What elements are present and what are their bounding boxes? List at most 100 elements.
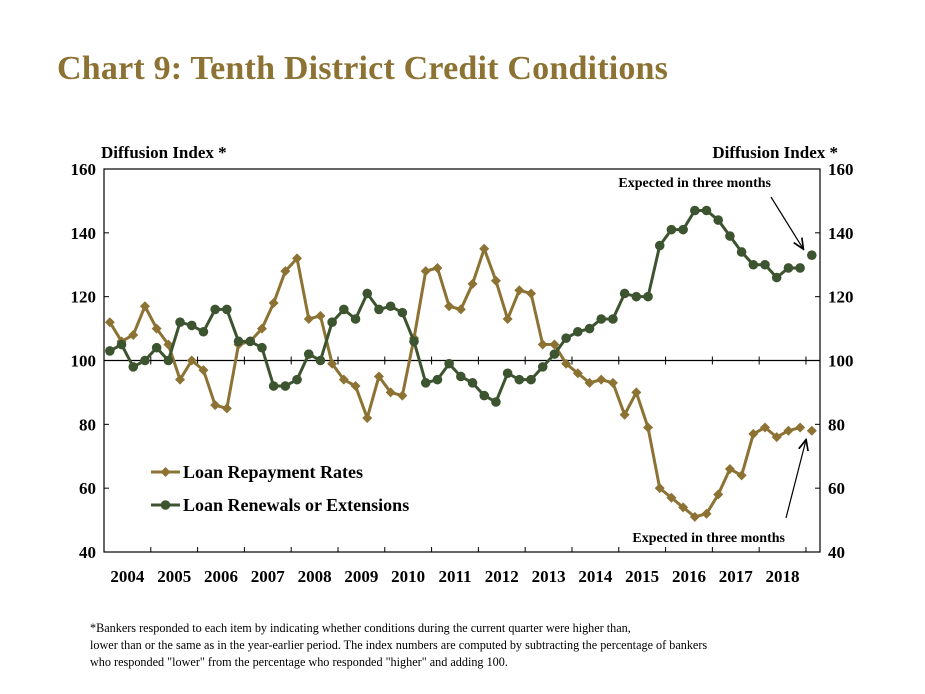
y-tick-label-left: 100	[71, 352, 97, 371]
y-tick-label-left: 120	[71, 288, 97, 307]
y-tick-label-left: 40	[79, 543, 96, 562]
expected-point	[806, 425, 817, 436]
data-point	[526, 374, 536, 385]
data-point	[420, 266, 431, 277]
data-point	[432, 262, 443, 273]
data-point	[631, 291, 642, 302]
chart-title: Chart 9: Tenth District Credit Condition…	[57, 50, 669, 87]
legend-label: Loan Repayment Rates	[183, 462, 363, 482]
data-point	[327, 358, 338, 369]
data-point	[339, 304, 349, 315]
data-point	[619, 409, 630, 420]
x-tick-label: 2014	[578, 567, 613, 586]
data-point	[713, 489, 724, 500]
data-point	[584, 377, 595, 388]
data-point	[221, 403, 232, 414]
data-point	[245, 336, 256, 347]
data-point	[748, 428, 759, 439]
x-tick-label: 2018	[766, 567, 800, 586]
x-tick-label: 2010	[391, 567, 425, 586]
data-point	[608, 314, 618, 324]
data-point	[385, 387, 396, 398]
x-tick-label: 2007	[251, 567, 286, 586]
data-point	[561, 358, 572, 369]
data-point	[139, 301, 150, 312]
data-point	[701, 205, 712, 216]
data-point	[186, 320, 197, 331]
data-point	[666, 224, 677, 235]
data-point	[338, 374, 349, 385]
data-point	[514, 374, 525, 385]
data-point	[584, 323, 595, 334]
data-point	[175, 374, 186, 385]
data-point	[327, 317, 337, 328]
data-point	[303, 349, 314, 359]
legend-label: Loan Renewals or Extensions	[183, 495, 409, 515]
x-tick-label: 2016	[672, 567, 706, 586]
y-tick-label-right: 100	[828, 352, 854, 371]
data-point	[537, 362, 548, 372]
data-point	[257, 342, 267, 353]
data-point	[186, 355, 197, 366]
data-point	[654, 240, 665, 251]
data-point	[397, 390, 408, 401]
series-group	[104, 205, 817, 522]
data-point	[502, 368, 513, 379]
data-point	[607, 377, 618, 388]
x-tick-label: 2017	[719, 567, 754, 586]
data-point	[479, 390, 490, 401]
data-point	[140, 355, 150, 366]
data-point	[643, 422, 654, 433]
left-axis-title: Diffusion Index *	[101, 143, 227, 162]
x-tick-label: 2015	[625, 567, 659, 586]
footnote-line: lower than or the same as in the year-ea…	[90, 638, 708, 652]
data-point	[549, 339, 560, 350]
y-tick-label-right: 160	[828, 160, 854, 179]
annotations: Expected in three months Expected in thre…	[618, 176, 805, 546]
data-point	[268, 298, 279, 309]
data-point	[502, 314, 513, 325]
x-tick-label: 2009	[344, 567, 378, 586]
data-point	[105, 346, 115, 356]
data-point	[198, 365, 209, 376]
data-point	[210, 400, 221, 411]
legend: Loan Repayment Rates Loan Renewals or Ext…	[151, 462, 409, 515]
data-point	[175, 317, 185, 328]
x-tick-label: 2012	[485, 567, 519, 586]
data-point	[128, 362, 139, 372]
x-tick-label: 2008	[298, 567, 332, 586]
data-point	[783, 425, 794, 436]
x-tick-label: 2006	[204, 567, 238, 586]
data-point	[222, 304, 232, 315]
data-point	[783, 263, 794, 273]
data-point	[292, 374, 302, 385]
data-point	[701, 508, 712, 519]
data-point	[572, 368, 583, 379]
y-tick-label-left: 60	[79, 479, 96, 498]
y-tick-label-right: 140	[828, 224, 854, 243]
data-point	[596, 314, 607, 324]
data-point	[713, 215, 724, 225]
footnote: *Bankers responded to each item by indic…	[90, 620, 707, 671]
data-point	[362, 412, 373, 423]
data-point	[385, 301, 396, 312]
y-tick-label-right: 60	[828, 479, 845, 498]
data-point	[736, 470, 747, 481]
data-point	[116, 339, 127, 350]
data-point	[549, 349, 560, 359]
annotation-renewals: Expected in three months	[618, 176, 771, 191]
data-point	[561, 333, 571, 343]
data-point	[315, 355, 326, 366]
axis-ticks: 40 40 60 60 80 80 100 100 120 120 140 140 160 160 2004…	[71, 160, 854, 586]
data-point	[690, 205, 700, 216]
data-point	[362, 288, 373, 299]
data-point	[491, 397, 501, 407]
data-point	[771, 272, 782, 283]
data-point	[163, 355, 174, 366]
data-point	[689, 511, 700, 522]
data-point	[350, 381, 361, 392]
data-point	[409, 336, 419, 347]
data-point	[596, 374, 607, 385]
data-point	[526, 288, 537, 299]
